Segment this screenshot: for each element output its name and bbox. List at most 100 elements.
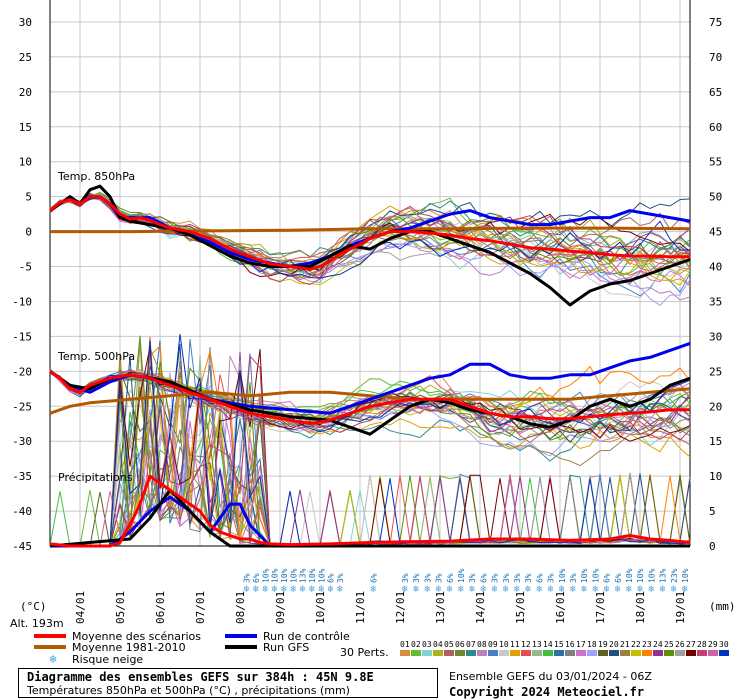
y-right-tick: 65: [709, 86, 722, 99]
pert-id: 18: [587, 640, 597, 649]
series-3-precip: [49, 488, 690, 548]
snowflake-icon: ❄: [671, 584, 678, 595]
pert-swatch: [455, 650, 465, 656]
snowflake-icon: ❄: [413, 584, 420, 595]
snow-risk-value: 10%: [647, 568, 656, 583]
snow-risk-value: 10%: [681, 568, 690, 583]
pert-id: 12: [521, 640, 531, 649]
x-date-label: 06/01: [154, 591, 167, 624]
snowflake-icon: ❄: [514, 584, 521, 595]
pert-id: 04: [433, 640, 443, 649]
chart-subtitle: Températures 850hPa et 500hPa (°C) , pré…: [27, 684, 350, 697]
snow-risk-value: 10%: [457, 568, 466, 583]
snow-risk-value: 6%: [479, 573, 488, 583]
y-left-tick: 0: [25, 226, 32, 239]
snowflake-icon: ❄: [559, 584, 566, 595]
pert-id: 20: [609, 640, 619, 649]
y-left-tick: -25: [12, 400, 32, 413]
y-right-tick: 60: [709, 121, 722, 134]
x-axis-date-labels: 04/01 05/01 06/01 07/01 08/01 09/01 10/01 11/01…: [74, 591, 687, 624]
y-right-tick: 40: [709, 261, 722, 274]
footer-title-box: Diagramme des ensembles GEFS sur 384h : …: [18, 668, 438, 698]
pert-id: 25: [664, 640, 674, 649]
pert-swatch: [543, 650, 553, 656]
x-date-label: 18/01: [634, 591, 647, 624]
perturbations-label: 30 Perts.: [340, 646, 389, 659]
pert-id: 17: [576, 640, 586, 649]
snowflake-icon: ❄: [49, 652, 56, 666]
snow-risk-value: 6%: [446, 573, 455, 583]
pert-id: 07: [466, 640, 476, 649]
y-right-tick: 0: [709, 540, 716, 553]
y-left-tick: 10: [19, 156, 32, 169]
snow-risk-value: 3%: [468, 573, 477, 583]
y-axis-left-ticks: 30 25 20 15 10 5 0 -5 -10 -15 -20 -25 -30 -35 -40 -45: [12, 16, 32, 553]
snowflake-icon: ❄: [469, 584, 476, 595]
pert-id: 28: [697, 640, 707, 649]
y-right-unit: (mm): [709, 600, 736, 613]
pert-swatch: [444, 650, 454, 656]
x-date-label: 19/01: [674, 591, 687, 624]
pert-id: 08: [477, 640, 487, 649]
snow-risk-value: 6%: [252, 573, 261, 583]
y-left-tick: -35: [12, 470, 32, 483]
y-right-tick: 55: [709, 156, 722, 169]
chart-title: Diagramme des ensembles GEFS sur 384h : …: [27, 670, 374, 684]
snowflake-icon: ❄: [436, 584, 443, 595]
snow-risk-value: 3%: [491, 573, 500, 583]
snowflake-icon: ❄: [648, 584, 655, 595]
snowflake-icon: ❄: [492, 584, 499, 595]
pert-swatch: [532, 650, 542, 656]
snow-risk-value: 10%: [271, 568, 280, 583]
pert-swatch: [488, 650, 498, 656]
snowflake-icon: ❄: [244, 584, 251, 595]
series-1-t850: [50, 226, 691, 234]
snow-risk-value: 6%: [614, 573, 623, 583]
snow-risk-value: 3%: [569, 573, 578, 583]
snowflake-icon: ❄: [637, 584, 644, 595]
snowflake-icon: ❄: [447, 584, 454, 595]
chart-section-labels: Temp. 850hPa Temp. 500hPa Précipitations…: [10, 170, 736, 630]
t850-label: Temp. 850hPa: [57, 170, 135, 183]
pert-id: 13: [532, 640, 542, 649]
series-0-t500: [49, 370, 690, 426]
pert-swatch: [477, 650, 487, 656]
snowflake-icon: ❄: [328, 584, 335, 595]
snowflake-icon: ❄: [424, 584, 431, 595]
pert-id: 09: [488, 640, 498, 649]
y-right-tick: 45: [709, 226, 722, 239]
pert-swatch: [521, 650, 531, 656]
snow-risk-value: 10%: [308, 568, 317, 583]
pert-id: 19: [598, 640, 608, 649]
pert-id: 22: [631, 640, 641, 649]
legend-gfs: Run GFS: [263, 641, 309, 654]
snow-risk-value: 6%: [535, 573, 544, 583]
snowflake-icon: ❄: [570, 584, 577, 595]
y-left-tick: -15: [12, 330, 32, 343]
pert-id: 23: [642, 640, 652, 649]
y-left-tick: 5: [25, 191, 32, 204]
snowflake-icon: ❄: [262, 584, 269, 595]
pert-swatch: [719, 650, 729, 656]
pert-id: 10: [499, 640, 509, 649]
pert-swatch: [400, 650, 410, 656]
pert-swatch: [620, 650, 630, 656]
pert-swatch: [642, 650, 652, 656]
y-left-tick: -45: [12, 540, 32, 553]
y-left-tick: -10: [12, 295, 32, 308]
snowflake-icon: ❄: [480, 584, 487, 595]
x-date-label: 11/01: [354, 591, 367, 624]
snow-risk-value: 10%: [280, 568, 289, 583]
x-date-label: 05/01: [114, 591, 127, 624]
snow-risk-row: 3%❄6%❄10%❄10%❄10%❄10%❄13%❄10%❄10%❄6%❄3%❄…: [243, 568, 690, 595]
pert-id: 26: [675, 640, 685, 649]
snow-risk-value: 3%: [423, 573, 432, 583]
pert-id: 27: [686, 640, 696, 649]
pert-swatch: [510, 650, 520, 656]
pert-swatch: [466, 650, 476, 656]
snow-risk-value: 10%: [317, 568, 326, 583]
pert-id: 01: [400, 640, 410, 649]
y-left-tick: 15: [19, 121, 32, 134]
snow-risk-value: 3%: [401, 573, 410, 583]
snowflake-icon: ❄: [581, 584, 588, 595]
